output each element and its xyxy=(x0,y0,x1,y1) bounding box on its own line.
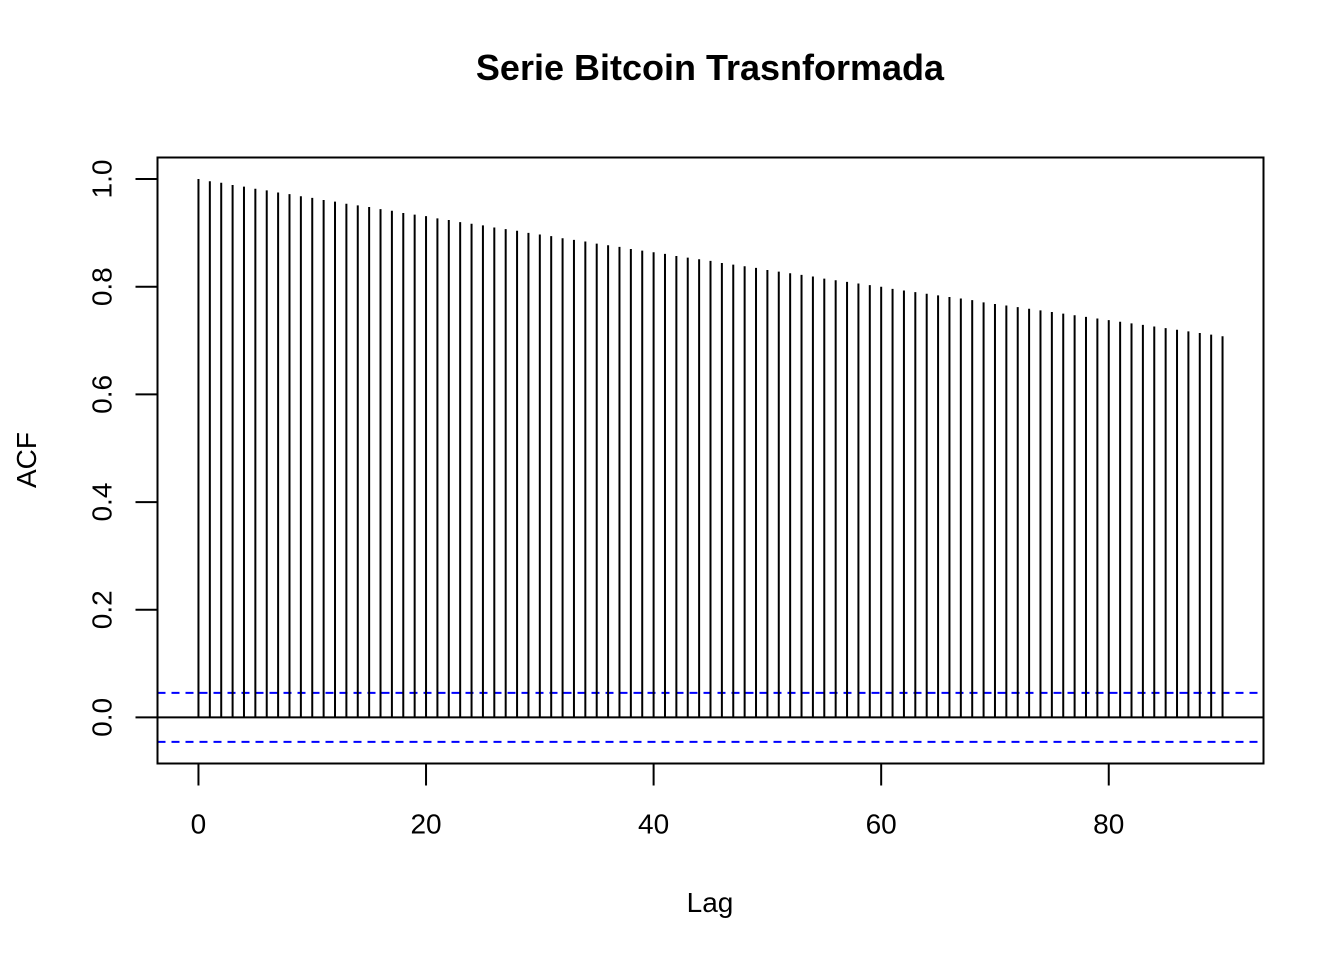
x-axis: 0 20 40 60 80 xyxy=(191,762,1124,840)
y-axis: 0.0 0.2 0.4 0.6 0.8 1.0 xyxy=(87,160,159,737)
x-axis-label: Lag xyxy=(687,887,734,918)
plot-area xyxy=(157,179,1264,743)
x-tick-label: 20 xyxy=(410,809,441,840)
x-tick-label: 60 xyxy=(866,809,897,840)
x-tick-label: 80 xyxy=(1093,809,1124,840)
y-tick-label: 0.2 xyxy=(87,590,118,629)
x-tick-label: 40 xyxy=(638,809,669,840)
y-tick-label: 0.8 xyxy=(87,267,118,306)
y-tick-label: 1.0 xyxy=(87,160,118,199)
x-tick-label: 0 xyxy=(191,809,207,840)
y-tick-label: 0.4 xyxy=(87,483,118,522)
y-axis-label: ACF xyxy=(11,432,42,488)
y-tick-label: 0.6 xyxy=(87,375,118,414)
y-tick-label: 0.0 xyxy=(87,698,118,737)
chart-title: Serie Bitcoin Trasnformada xyxy=(476,47,945,88)
